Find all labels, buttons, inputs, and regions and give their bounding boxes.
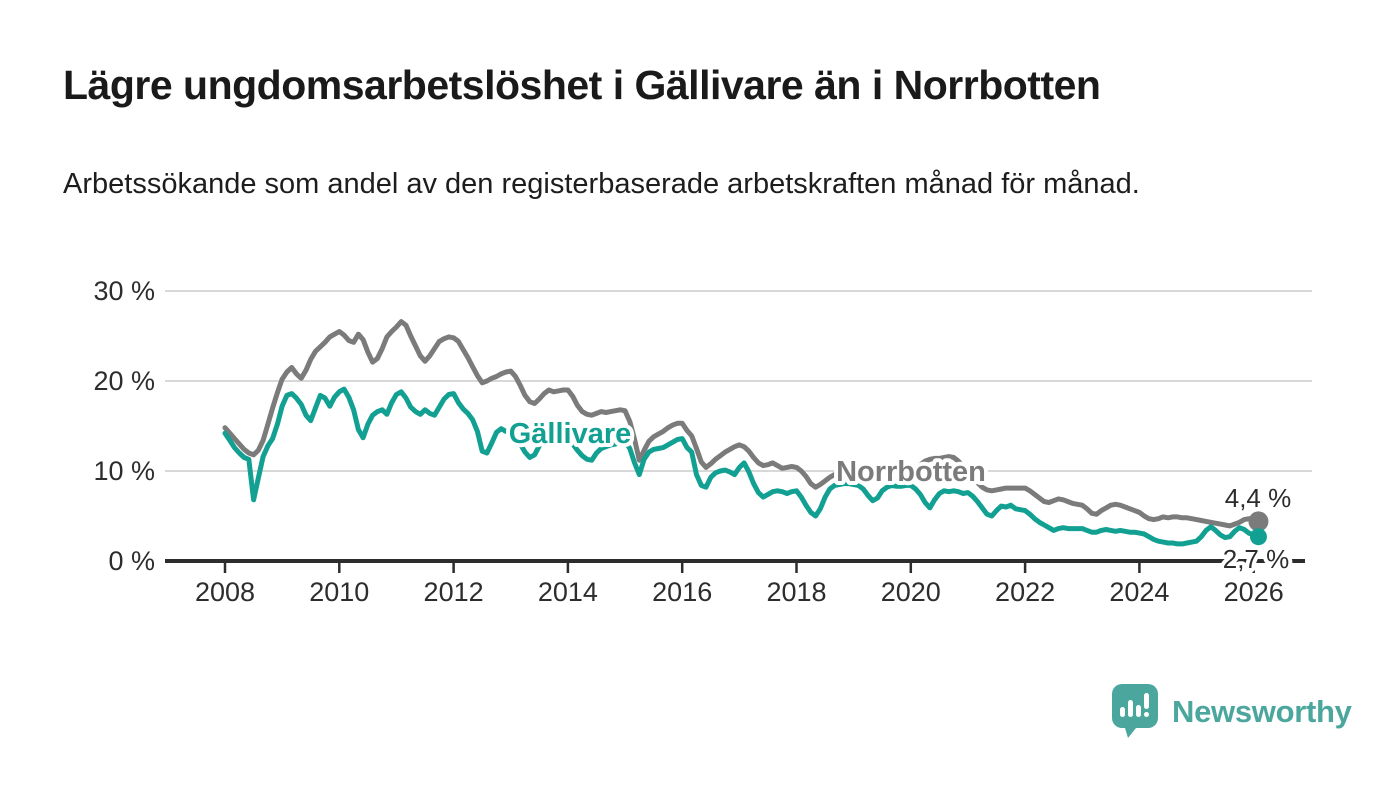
page-title: Lägre ungdomsarbetslöshet i Gällivare än… [63,62,1101,108]
y-axis-label-0: 0 % [108,546,155,576]
x-axis-label-2012: 2012 [424,577,484,607]
brand-name: Newsworthy [1172,693,1352,729]
x-axis-label-2026: 2026 [1224,577,1284,607]
x-axis-label-2020: 2020 [881,577,941,607]
norrbotten-end-dot [1248,511,1269,532]
norrbotten-end-value-label: 4,4 % [1225,483,1292,513]
y-axis-label-30: 30 % [93,276,155,306]
x-axis-label-2018: 2018 [766,577,826,607]
gallivare-end-value-label: 2,7 % [1223,544,1290,574]
x-axis-label-2022: 2022 [995,577,1055,607]
x-axis-label-2016: 2016 [652,577,712,607]
y-axis-label-20: 20 % [93,366,155,396]
unemployment-line-chart: 30 % 20 % 10 % 0 % 2008 2010 2012 2014 2016 2018 2… [93,276,1312,607]
chart-subtitle: Arbetssökande som andel av den registerb… [63,168,1140,200]
norrbotten-line [222,319,1261,529]
x-axis-label-2024: 2024 [1109,577,1169,607]
gallivare-end-dot [1249,528,1267,546]
norrbotten-series-label: Norrbotten [836,456,986,488]
gallivare-series-label: Gällivare [509,418,632,450]
brand-footer: Newsworthy [1112,684,1352,739]
x-axis-label-2008: 2008 [195,577,255,607]
newsworthy-logo-icon [1112,684,1159,739]
x-axis-label-2010: 2010 [309,577,369,607]
y-axis-label-10: 10 % [93,456,155,486]
gallivare-line [222,386,1261,547]
x-axis-label-2014: 2014 [538,577,598,607]
